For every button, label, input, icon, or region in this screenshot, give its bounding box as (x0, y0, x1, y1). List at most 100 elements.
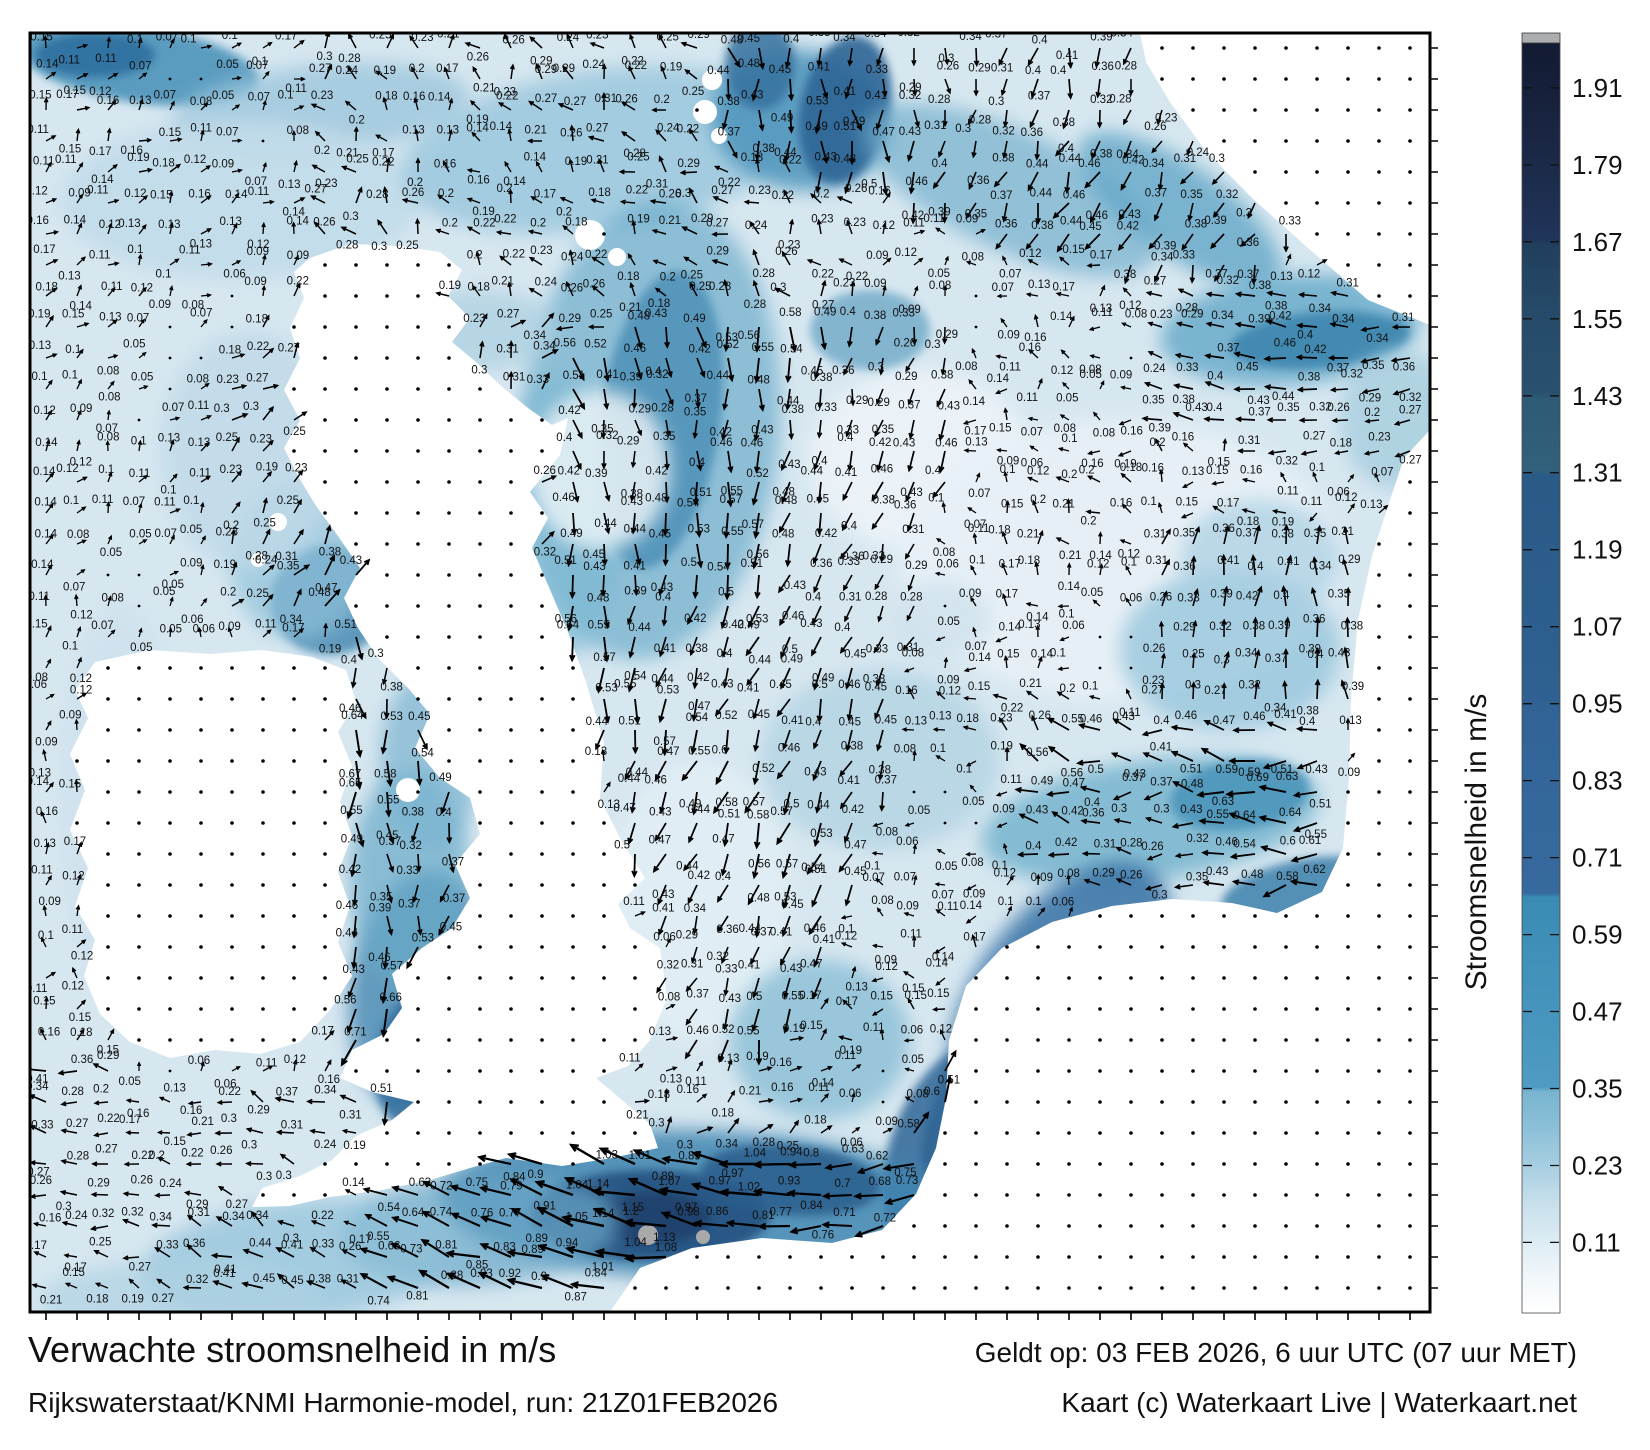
current-speed-label: 0.32 (1276, 456, 1298, 468)
current-speed-label: 0.07 (965, 641, 987, 653)
current-arrow (1177, 288, 1194, 297)
current-arrow (665, 1036, 679, 1041)
current-arrow (813, 822, 822, 848)
current-speed-label: 0.44 (707, 370, 730, 382)
current-arrow (1180, 512, 1194, 519)
current-speed-label: 0.27 (95, 1144, 117, 1156)
current-arrow (845, 729, 853, 752)
current-arrow (128, 1278, 140, 1289)
land-grid-dot (540, 790, 544, 794)
current-speed-label: 0.19 (127, 152, 149, 164)
current-speed-label: 0.28 (338, 53, 360, 65)
land-grid-dot (447, 325, 451, 329)
current-speed-label: 0.14 (466, 122, 489, 134)
current-arrow (1006, 875, 1015, 886)
current-arrow (1220, 553, 1227, 576)
current-arrow (1027, 171, 1039, 192)
current-arrow (784, 388, 791, 411)
current-arrow (879, 1028, 885, 1041)
current-arrow (1316, 524, 1322, 545)
current-arrow (1148, 233, 1163, 250)
land-grid-dot (137, 666, 141, 670)
land-grid-dot (633, 945, 637, 949)
current-arrow (811, 636, 822, 657)
current-speed-label: 0.09 (39, 896, 61, 908)
current-arrow (1360, 357, 1380, 364)
current-arrow (820, 997, 829, 1010)
land-grid-dot (540, 697, 544, 701)
current-arrow (1052, 202, 1070, 219)
current-speed-label: 0.17 (89, 146, 111, 158)
current-arrow (751, 1008, 760, 1033)
current-speed-label: 0.09 (68, 187, 90, 199)
current-arrow (449, 1184, 481, 1197)
land-grid-dot (1067, 1007, 1071, 1011)
land-grid-dot (1098, 914, 1102, 918)
current-arrow (758, 388, 765, 413)
current-arrow (1092, 599, 1101, 607)
current-arrow (324, 63, 333, 80)
current-arrow (846, 219, 853, 235)
current-speed-label: 0.22 (181, 1148, 203, 1160)
gray-islet (638, 1225, 658, 1245)
current-speed-label: 0.58 (716, 797, 738, 809)
land-grid-dot (1253, 914, 1257, 918)
current-speed-label: 0.15 (968, 681, 990, 693)
current-speed-label: 0.63 (1276, 771, 1298, 783)
current-speed-label: 0.1 (1062, 433, 1078, 445)
land-grid-dot (540, 914, 544, 918)
land-grid-dot (571, 852, 575, 856)
current-speed-label: 0.11 (900, 929, 922, 941)
land-grid-dot (199, 790, 203, 794)
current-arrow (293, 282, 301, 297)
current-speed-label: 0.05 (216, 59, 238, 71)
current-speed-label: 0.4 (341, 654, 358, 666)
land-grid-dot (1377, 728, 1381, 732)
land-grid-dot (1377, 1224, 1381, 1228)
land-grid-dot (416, 790, 420, 794)
current-arrow (634, 357, 643, 380)
current-arrow (1342, 646, 1349, 669)
current-arrow (200, 228, 212, 235)
current-arrow (344, 1189, 357, 1196)
current-arrow (76, 378, 82, 390)
current-speed-label: 0.63 (1212, 796, 1234, 808)
current-speed-label: 0.29 (936, 329, 958, 341)
current-arrow (716, 884, 729, 903)
current-arrow (1374, 472, 1380, 483)
current-speed-label: 0.21 (1017, 528, 1039, 540)
current-arrow (1156, 109, 1163, 125)
land-grid-dot (1098, 1224, 1102, 1228)
current-speed-label: 0.29 (899, 82, 921, 94)
current-speed-label: 0.1 (127, 34, 143, 46)
current-speed-label: 0.45 (839, 717, 861, 729)
current-speed-label: 0.19 (991, 741, 1013, 753)
current-arrow (1300, 450, 1318, 456)
land-grid-dot (1315, 1193, 1319, 1197)
current-arrow (872, 822, 884, 828)
current-speed-label: 0.09 (864, 278, 886, 290)
current-arrow (448, 128, 453, 142)
current-arrow (439, 884, 450, 903)
current-speed-label: 0.25 (396, 240, 418, 252)
current-speed-label: 0.32 (899, 90, 921, 102)
current-speed-label: 0.16 (1024, 332, 1046, 344)
current-arrow (780, 450, 791, 472)
current-arrow (1084, 233, 1101, 250)
current-arrow (603, 481, 611, 502)
current-arrow (45, 409, 53, 421)
land-grid-dot (1408, 232, 1412, 236)
land-grid-dot (1284, 170, 1288, 174)
sea-shade-blob (1170, 758, 1310, 832)
current-arrow (776, 822, 791, 846)
current-arrow (1378, 504, 1389, 514)
current-speed-label: 0.94 (780, 1147, 803, 1159)
current-arrow (138, 224, 147, 235)
current-speed-label: 0.11 (101, 281, 123, 293)
current-arrow (1099, 380, 1105, 390)
current-speed-label: 0.25 (277, 495, 299, 507)
current-arrow (107, 99, 117, 111)
current-arrow (690, 946, 698, 964)
land-grid-dot (1284, 1069, 1288, 1073)
land-grid-dot (292, 790, 296, 794)
